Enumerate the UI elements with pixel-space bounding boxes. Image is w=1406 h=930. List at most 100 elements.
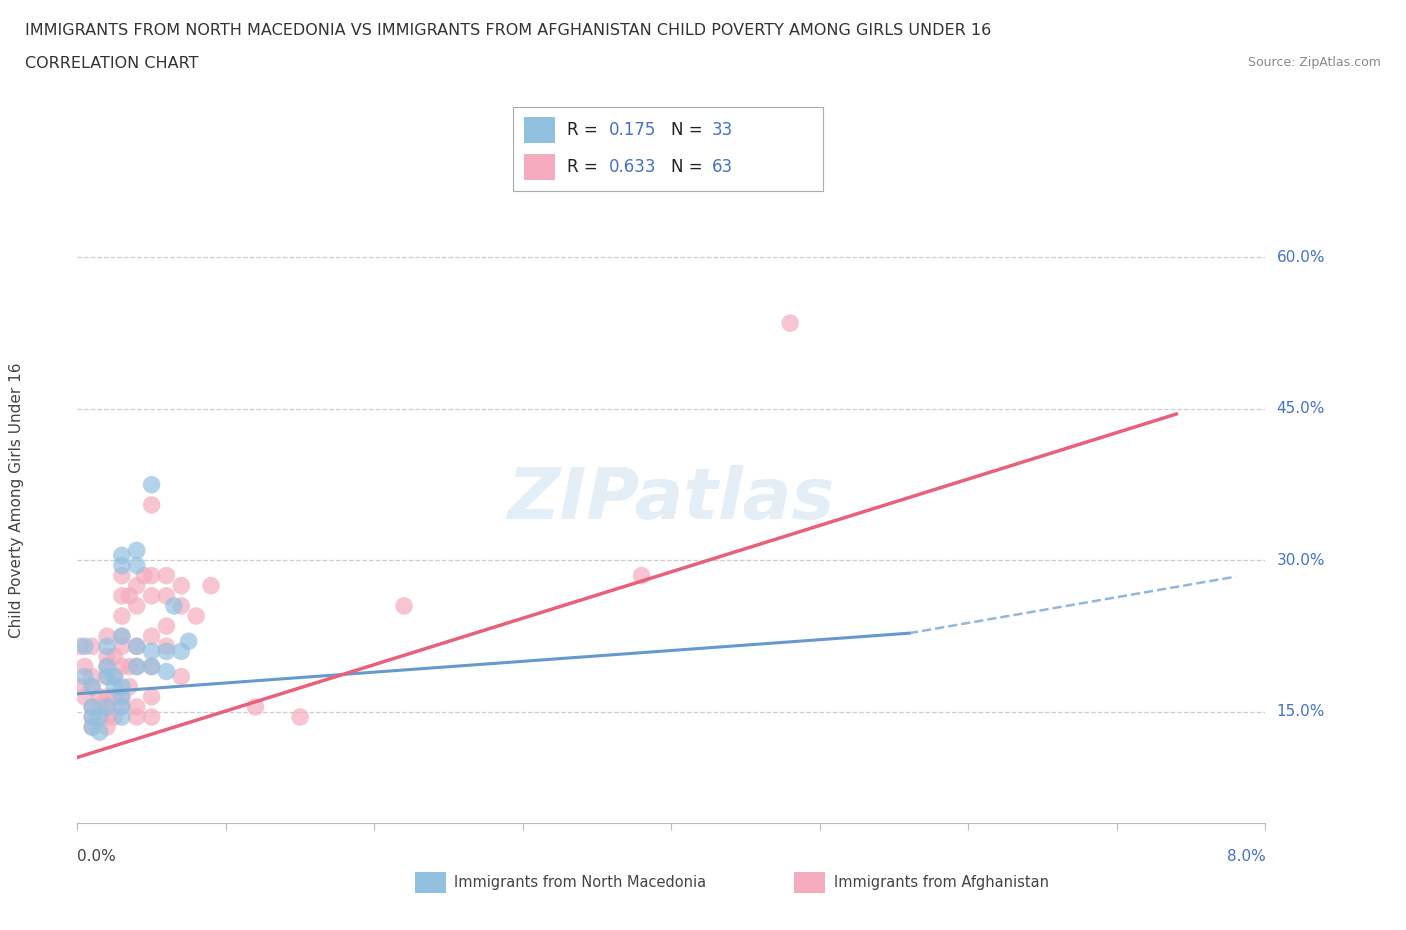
Point xyxy=(141,710,163,724)
Text: Source: ZipAtlas.com: Source: ZipAtlas.com xyxy=(1247,56,1381,69)
Point xyxy=(111,548,134,563)
Text: 63: 63 xyxy=(711,158,733,176)
Point xyxy=(89,724,111,739)
Point xyxy=(111,659,134,674)
Point xyxy=(155,618,177,633)
Point xyxy=(134,568,156,583)
Text: 0.633: 0.633 xyxy=(609,158,657,176)
Point xyxy=(125,710,148,724)
Point xyxy=(125,558,148,573)
Point xyxy=(170,670,193,684)
Point xyxy=(103,649,125,664)
Point xyxy=(96,670,118,684)
Text: N =: N = xyxy=(671,158,707,176)
Point xyxy=(155,589,177,604)
Point xyxy=(111,710,134,724)
Text: 0.175: 0.175 xyxy=(609,122,657,140)
Point xyxy=(111,699,134,714)
Point xyxy=(82,679,104,694)
Point xyxy=(89,699,111,714)
Point xyxy=(82,720,104,735)
Point xyxy=(141,629,163,644)
Point xyxy=(288,710,311,724)
Point xyxy=(82,639,104,654)
Point xyxy=(141,498,163,512)
Point xyxy=(111,608,134,623)
Text: CORRELATION CHART: CORRELATION CHART xyxy=(25,56,198,71)
Text: Immigrants from Afghanistan: Immigrants from Afghanistan xyxy=(834,875,1049,890)
Point xyxy=(96,629,118,644)
Text: R =: R = xyxy=(567,158,603,176)
Point xyxy=(103,670,125,684)
Point xyxy=(82,679,104,694)
Text: 33: 33 xyxy=(711,122,733,140)
Point xyxy=(141,644,163,658)
Point xyxy=(125,639,148,654)
Point xyxy=(125,659,148,674)
Point xyxy=(96,710,118,724)
Point xyxy=(118,659,141,674)
Point xyxy=(89,710,111,724)
Point xyxy=(73,670,96,684)
Text: 8.0%: 8.0% xyxy=(1226,849,1265,864)
Point xyxy=(111,629,134,644)
Point xyxy=(103,679,125,694)
Point xyxy=(82,710,104,724)
Point xyxy=(82,699,104,714)
Point xyxy=(111,699,134,714)
Text: R =: R = xyxy=(567,122,603,140)
Point xyxy=(96,659,118,674)
Point xyxy=(96,720,118,735)
Text: IMMIGRANTS FROM NORTH MACEDONIA VS IMMIGRANTS FROM AFGHANISTAN CHILD POVERTY AMO: IMMIGRANTS FROM NORTH MACEDONIA VS IMMIG… xyxy=(25,23,991,38)
Point xyxy=(141,477,163,492)
Point xyxy=(141,568,163,583)
Point xyxy=(82,670,104,684)
Point xyxy=(155,664,177,679)
Text: 45.0%: 45.0% xyxy=(1277,402,1324,417)
Point xyxy=(155,639,177,654)
Point xyxy=(111,639,134,654)
Point xyxy=(155,568,177,583)
Point xyxy=(103,710,125,724)
Point xyxy=(111,679,134,694)
Point xyxy=(141,689,163,704)
Text: 0.0%: 0.0% xyxy=(77,849,117,864)
Point xyxy=(125,578,148,593)
Point xyxy=(89,689,111,704)
Point xyxy=(103,670,125,684)
Text: ZIPatlas: ZIPatlas xyxy=(508,465,835,535)
Point xyxy=(82,710,104,724)
Point xyxy=(111,689,134,704)
Point xyxy=(111,589,134,604)
Point xyxy=(200,578,222,593)
Point xyxy=(779,315,801,330)
Point xyxy=(73,689,96,704)
Point xyxy=(96,689,118,704)
Point xyxy=(96,659,118,674)
Point xyxy=(118,589,141,604)
Point xyxy=(103,689,125,704)
Text: Child Poverty Among Girls Under 16: Child Poverty Among Girls Under 16 xyxy=(10,362,24,638)
Point xyxy=(73,639,96,654)
Point xyxy=(245,699,267,714)
Point xyxy=(111,568,134,583)
Point xyxy=(141,659,163,674)
Point xyxy=(141,589,163,604)
Point xyxy=(96,699,118,714)
Point xyxy=(125,543,148,558)
Point xyxy=(82,699,104,714)
Point xyxy=(69,639,91,654)
Point xyxy=(96,639,118,654)
Point xyxy=(111,558,134,573)
Point xyxy=(96,699,118,714)
Point xyxy=(177,634,200,649)
Point xyxy=(96,670,118,684)
Point xyxy=(125,659,148,674)
Point xyxy=(170,599,193,614)
Text: N =: N = xyxy=(671,122,707,140)
Point xyxy=(118,679,141,694)
Point xyxy=(125,599,148,614)
Point xyxy=(70,679,93,694)
Point xyxy=(630,568,652,583)
Point xyxy=(170,578,193,593)
